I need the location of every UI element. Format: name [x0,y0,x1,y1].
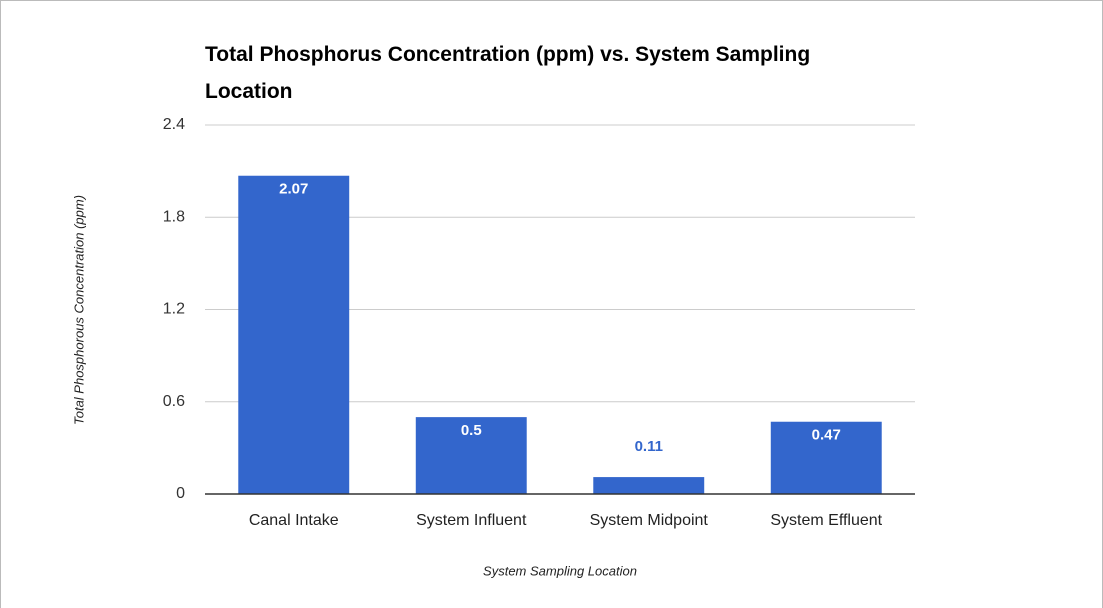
y-tick-label: 1.8 [163,208,185,225]
y-axis-label: Total Phosphorous Concentration (ppm) [71,195,86,425]
bar [415,417,527,494]
x-tick-label: System Effluent [770,512,882,529]
x-tick-label: System Influent [416,512,527,529]
data-label: 2.07 [279,181,308,198]
data-label: 0.47 [812,427,841,444]
x-tick-label: System Midpoint [590,512,709,529]
bar [593,477,705,494]
y-tick-label: 0.6 [163,393,185,410]
x-axis-label: System Sampling Location [483,563,637,578]
data-label: 0.11 [635,438,663,455]
bar [238,175,350,495]
bar [770,421,882,494]
y-tick-label: 2.4 [163,116,185,133]
y-tick-label: 1.2 [163,301,185,318]
chart-title: Total Phosphorus Concentration (ppm) vs.… [205,43,811,103]
y-tick-label: 0 [176,485,185,502]
x-tick-label: Canal Intake [249,512,339,529]
data-label: 0.5 [461,422,482,439]
